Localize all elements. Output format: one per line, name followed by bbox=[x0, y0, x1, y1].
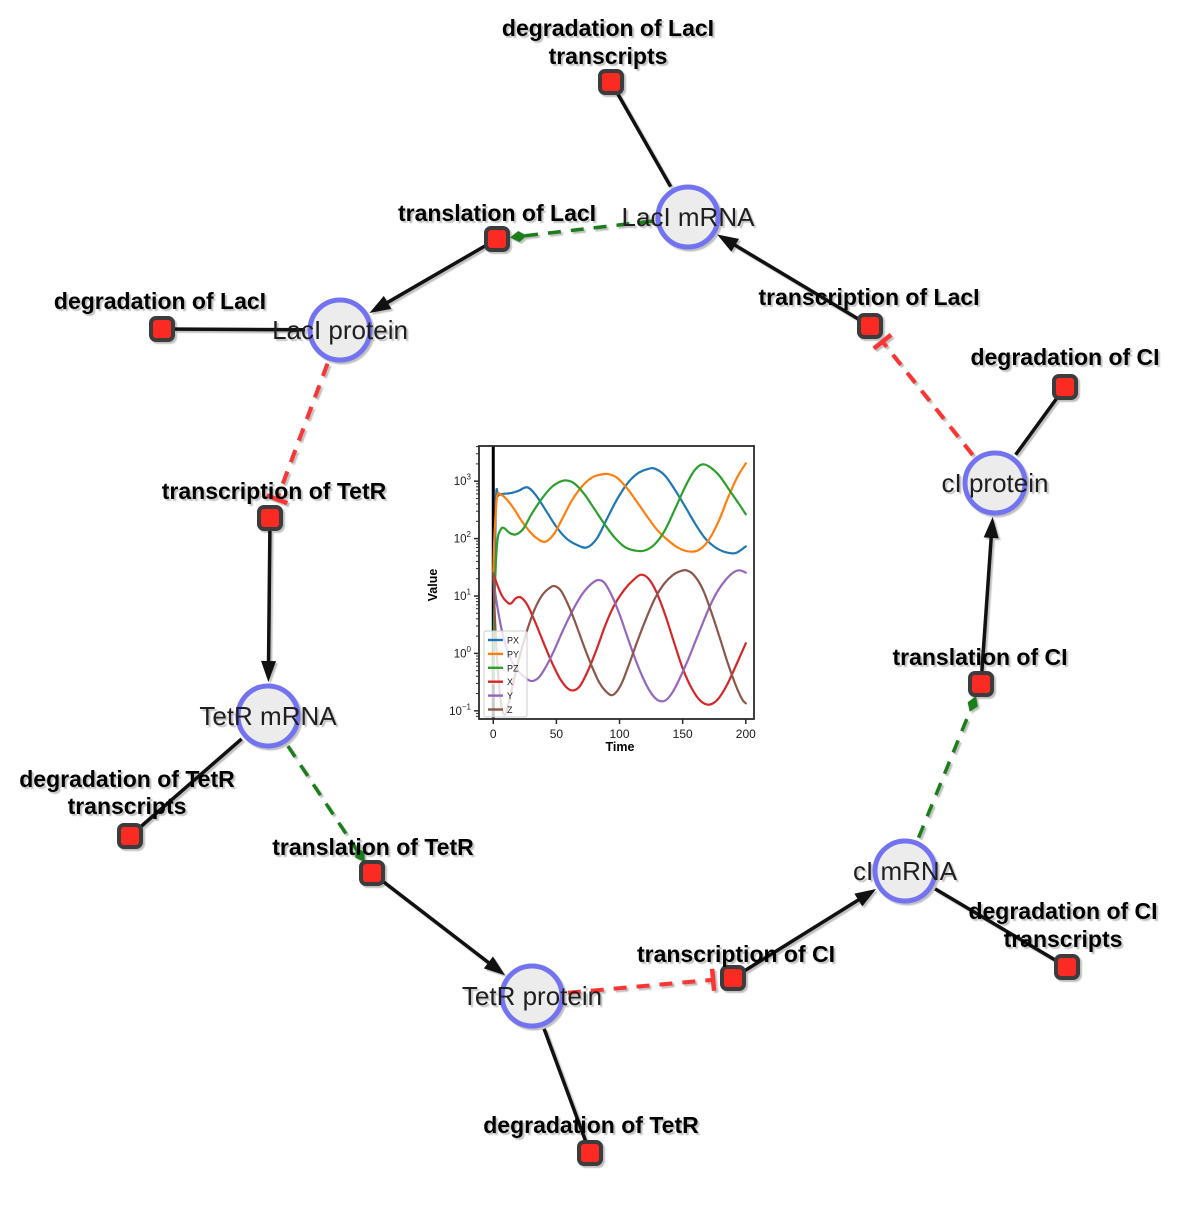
edge-modifier-tetr_mrna-translation_tetr bbox=[286, 745, 359, 852]
edge-inhibition-tetr_protein-transcription_ci bbox=[567, 977, 714, 995]
edge-production-translation_ci-ci_protein bbox=[979, 528, 994, 685]
legend-box bbox=[483, 630, 528, 718]
labels-group: LacI mRNA LacI protein TetR mRNA TetR prote… bbox=[19, 15, 1159, 1138]
nodes-group bbox=[117, 69, 1080, 1166]
y-tick-label: 10−1 bbox=[449, 702, 471, 718]
reaction-label-deg_laci_tx: transcripts bbox=[549, 43, 668, 69]
edge-consumption-laci_protein-deg_laci bbox=[161, 327, 306, 332]
arrowhead-icon bbox=[369, 295, 392, 313]
series-line-PZ bbox=[492, 463, 747, 685]
edge-inhibition-ci_protein-transcription_laci bbox=[880, 340, 975, 457]
legend-label-X: X bbox=[507, 677, 513, 687]
species-node-laci_protein[interactable] bbox=[307, 297, 373, 363]
reaction-label-deg_ci_tx: degradation of CI bbox=[968, 898, 1157, 924]
y-axis-label: Value bbox=[426, 569, 440, 602]
reaction-label-deg_tetr: degradation of TetR bbox=[483, 1112, 699, 1138]
species-label-laci_protein: LacI protein bbox=[272, 315, 408, 345]
diamond-arrowhead-icon bbox=[509, 231, 527, 242]
edge-production-translation_tetr-tetr_protein bbox=[370, 871, 497, 970]
species-label-ci_mrna: cI mRNA bbox=[853, 856, 958, 886]
reaction-node-deg_tetr_tx[interactable] bbox=[117, 823, 143, 849]
diamond-arrowhead-icon bbox=[967, 696, 978, 712]
edge-production-transcription_ci-ci_mrna bbox=[732, 893, 867, 980]
y-tick-label: 101 bbox=[454, 587, 472, 603]
reaction-label-translation_ci: translation of CI bbox=[892, 644, 1067, 670]
reaction-node-translation_tetr[interactable] bbox=[359, 860, 385, 886]
reaction-label-translation_laci: translation of LacI bbox=[398, 200, 596, 226]
arrowhead-icon bbox=[483, 956, 506, 976]
reaction-node-transcription_ci[interactable] bbox=[720, 965, 746, 991]
x-tick-label: 100 bbox=[610, 727, 630, 741]
species-node-ci_mrna[interactable] bbox=[872, 838, 938, 904]
inhibitor-bar-icon bbox=[872, 333, 893, 351]
x-tick-label: 200 bbox=[736, 727, 756, 741]
reaction-label-deg_tetr_tx: degradation of TetR bbox=[19, 766, 235, 792]
reaction-label-transcription_ci: transcription of CI bbox=[637, 941, 835, 967]
legend-label-PY: PY bbox=[507, 649, 519, 659]
plot-frame bbox=[478, 445, 755, 720]
y-tick-label: 103 bbox=[454, 473, 472, 489]
arrowhead-icon bbox=[983, 516, 999, 539]
series-line-X bbox=[492, 572, 747, 706]
reaction-node-deg_ci_tx[interactable] bbox=[1054, 954, 1080, 980]
legend-label-PX: PX bbox=[507, 636, 519, 646]
edge-consumption-tetr_protein-deg_tetr bbox=[542, 1028, 592, 1154]
network-layer: LacI mRNA LacI protein TetR mRNA TetR prote… bbox=[19, 15, 1160, 1166]
edge-consumption-laci_mrna-deg_laci_tx bbox=[609, 81, 673, 188]
legend-label-Z: Z bbox=[507, 705, 513, 715]
species-label-tetr_mrna: TetR mRNA bbox=[199, 701, 337, 731]
edge-production-transcription_laci-laci_mrna bbox=[726, 239, 871, 328]
series-line-PY bbox=[492, 462, 747, 575]
species-node-tetr_protein[interactable] bbox=[499, 963, 565, 1029]
reaction-node-transcription_tetr[interactable] bbox=[257, 505, 283, 531]
edge-inhibition-laci_protein-transcription_tetr bbox=[275, 363, 330, 500]
edge-production-transcription_tetr-tetr_mrna bbox=[266, 517, 272, 671]
arrowhead-icon bbox=[717, 234, 740, 252]
reaction-node-translation_ci[interactable] bbox=[968, 671, 994, 697]
reaction-node-deg_ci[interactable] bbox=[1052, 374, 1078, 400]
reaction-node-deg_laci[interactable] bbox=[149, 316, 175, 342]
reaction-label-deg_ci: degradation of CI bbox=[970, 344, 1159, 370]
reaction-node-deg_laci_tx[interactable] bbox=[598, 69, 624, 95]
y-tick-label: 100 bbox=[454, 645, 472, 661]
species-label-laci_mrna: LacI mRNA bbox=[622, 202, 756, 232]
arrowhead-icon bbox=[261, 660, 277, 683]
reaction-node-deg_tetr[interactable] bbox=[577, 1140, 603, 1166]
edge-modifier-ci_mrna-translation_ci bbox=[916, 708, 973, 839]
species-label-ci_protein: cI protein bbox=[942, 468, 1049, 498]
reaction-label-deg_ci_tx: transcripts bbox=[1004, 926, 1123, 952]
edges-group bbox=[128, 81, 1068, 1154]
reaction-node-translation_laci[interactable] bbox=[484, 226, 510, 252]
x-tick-label: 0 bbox=[490, 727, 497, 741]
edge-consumption-tetr_mrna-deg_tetr_tx bbox=[128, 737, 243, 838]
x-axis-label: Time bbox=[606, 740, 635, 754]
reaction-label-translation_tetr: translation of TetR bbox=[272, 834, 474, 860]
reaction-node-transcription_laci[interactable] bbox=[857, 313, 883, 339]
inhibitor-bar-icon bbox=[709, 968, 717, 991]
legend-label-PZ: PZ bbox=[507, 663, 519, 673]
series-line-Y bbox=[492, 569, 747, 703]
edge-production-translation_laci-laci_protein bbox=[378, 237, 498, 309]
diamond-arrowhead-icon bbox=[355, 847, 365, 863]
timeseries-plot: 0 50 100 150 200 10−1 100 101 102 103 Time Value PX P… bbox=[426, 445, 756, 754]
y-tick-label: 102 bbox=[454, 530, 472, 546]
x-tick-label: 150 bbox=[673, 727, 693, 741]
reaction-label-deg_laci: degradation of LacI bbox=[54, 288, 266, 314]
legend-label-Y: Y bbox=[507, 691, 513, 701]
species-node-tetr_mrna[interactable] bbox=[235, 683, 301, 749]
species-node-ci_protein[interactable] bbox=[962, 450, 1028, 516]
reaction-label-transcription_laci: transcription of LacI bbox=[758, 284, 979, 310]
x-tick-label: 50 bbox=[550, 727, 564, 741]
edge-consumption-ci_mrna-deg_ci_tx bbox=[934, 887, 1068, 969]
species-label-tetr_protein: TetR protein bbox=[462, 981, 602, 1011]
reaction-label-deg_tetr_tx: transcripts bbox=[68, 793, 187, 819]
reaction-label-deg_laci_tx: degradation of LacI bbox=[502, 15, 714, 41]
species-node-laci_mrna[interactable] bbox=[655, 184, 721, 250]
reaction-label-transcription_tetr: transcription of TetR bbox=[162, 478, 387, 504]
arrowhead-icon bbox=[854, 888, 877, 907]
inhibitor-bar-icon bbox=[265, 493, 289, 506]
